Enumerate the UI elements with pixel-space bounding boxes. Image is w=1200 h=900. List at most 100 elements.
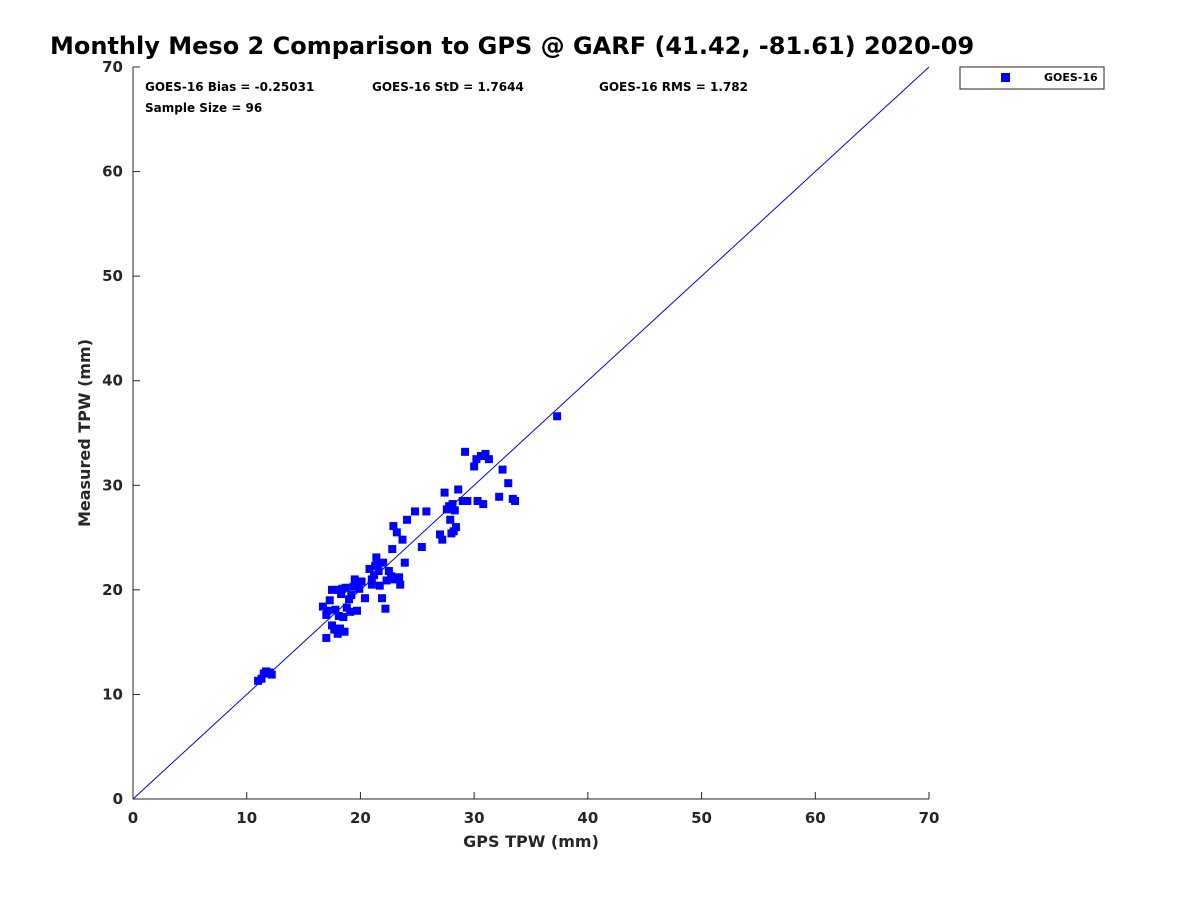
data-point <box>472 455 481 464</box>
y-tick-label: 30 <box>102 476 123 494</box>
y-tick-label: 20 <box>102 581 123 599</box>
data-point <box>382 576 391 585</box>
data-point <box>470 462 479 471</box>
x-tick-label: 10 <box>236 809 257 827</box>
data-point <box>511 496 520 505</box>
data-point <box>449 527 458 536</box>
data-point <box>378 594 387 603</box>
data-point <box>395 573 404 582</box>
data-point <box>335 624 344 633</box>
data-point <box>422 507 431 516</box>
x-tick-label: 40 <box>577 809 598 827</box>
legend-label-goes-16: GOES-16 <box>1044 71 1098 84</box>
data-point <box>481 449 490 458</box>
data-point <box>332 585 341 594</box>
data-point <box>347 591 356 600</box>
data-point <box>342 603 351 612</box>
bias-stat: GOES-16 Bias = -0.25031 <box>145 80 314 94</box>
data-point <box>322 633 331 642</box>
data-point <box>370 571 379 580</box>
y-axis-label: Measured TPW (mm) <box>75 339 94 527</box>
data-point <box>318 602 327 611</box>
data-point <box>339 613 348 622</box>
data-point <box>484 455 493 464</box>
data-point <box>341 583 350 592</box>
data-point <box>458 496 467 505</box>
x-axis-label: GPS TPW (mm) <box>463 832 599 851</box>
data-point <box>454 485 463 494</box>
data-point <box>360 594 369 603</box>
data-point <box>400 558 409 567</box>
rms-stat: GOES-16 RMS = 1.782 <box>599 80 748 94</box>
data-point <box>334 612 343 620</box>
data-point <box>446 515 455 524</box>
data-point <box>476 452 485 461</box>
y-tick-label: 50 <box>102 267 123 285</box>
data-point <box>349 582 358 591</box>
data-point <box>350 575 359 584</box>
data-point <box>355 584 364 593</box>
data-point <box>331 605 340 614</box>
data-point <box>345 595 354 604</box>
data-point <box>337 590 346 599</box>
data-point <box>495 492 504 501</box>
y-tick-label: 60 <box>102 163 123 181</box>
data-point <box>396 580 405 589</box>
data-point <box>325 596 334 605</box>
data-point <box>390 575 399 584</box>
data-point <box>473 496 482 505</box>
y-tick-label: 70 <box>102 58 123 76</box>
legend-marker-goes-16 <box>1001 73 1010 82</box>
y-tick-label: 0 <box>113 790 123 808</box>
data-point <box>367 575 376 584</box>
data-point <box>388 545 397 554</box>
data-point <box>346 607 355 616</box>
data-point <box>461 447 470 456</box>
data-point <box>403 515 412 524</box>
data-point <box>479 500 488 509</box>
data-point <box>333 629 342 638</box>
x-tick-label: 30 <box>464 809 485 827</box>
data-point <box>257 674 266 683</box>
data-point <box>374 567 383 576</box>
data-point <box>330 625 339 634</box>
y-axis-ticks: 0 10 20 30 40 50 60 70 <box>102 58 140 808</box>
sample-size-stat: Sample Size = 96 <box>145 101 262 115</box>
chart-title: Monthly Meso 2 Comparison to GPS @ GARF … <box>50 32 974 60</box>
data-point <box>353 606 362 615</box>
x-tick-label: 50 <box>691 809 712 827</box>
data-point <box>448 500 457 509</box>
data-point <box>417 542 426 551</box>
legend-box <box>959 66 1105 90</box>
std-stat: GOES-16 StD = 1.7644 <box>372 80 524 94</box>
data-point <box>392 528 401 537</box>
data-point <box>328 621 336 630</box>
data-point <box>451 523 460 532</box>
x-tick-label: 20 <box>350 809 371 827</box>
data-point <box>438 535 447 544</box>
x-tick-label: 0 <box>128 809 138 827</box>
data-point <box>553 412 562 421</box>
data-point <box>328 585 336 594</box>
data-point <box>367 580 376 589</box>
data-point <box>381 604 390 613</box>
data-point <box>322 610 331 619</box>
y-tick-label: 10 <box>102 685 123 703</box>
data-point <box>450 506 459 515</box>
data-point <box>379 558 388 567</box>
y-tick-label: 40 <box>102 372 123 390</box>
x-tick-label: 60 <box>805 809 826 827</box>
data-point <box>323 606 332 615</box>
data-point <box>373 559 382 568</box>
data-point <box>365 564 374 573</box>
data-points <box>254 412 562 685</box>
data-point <box>436 530 445 539</box>
data-point <box>398 535 407 544</box>
data-point <box>411 507 420 516</box>
x-tick-label: 70 <box>919 809 940 827</box>
data-point <box>463 496 472 505</box>
data-point <box>389 522 398 531</box>
data-point <box>498 465 507 474</box>
data-point <box>440 488 449 497</box>
